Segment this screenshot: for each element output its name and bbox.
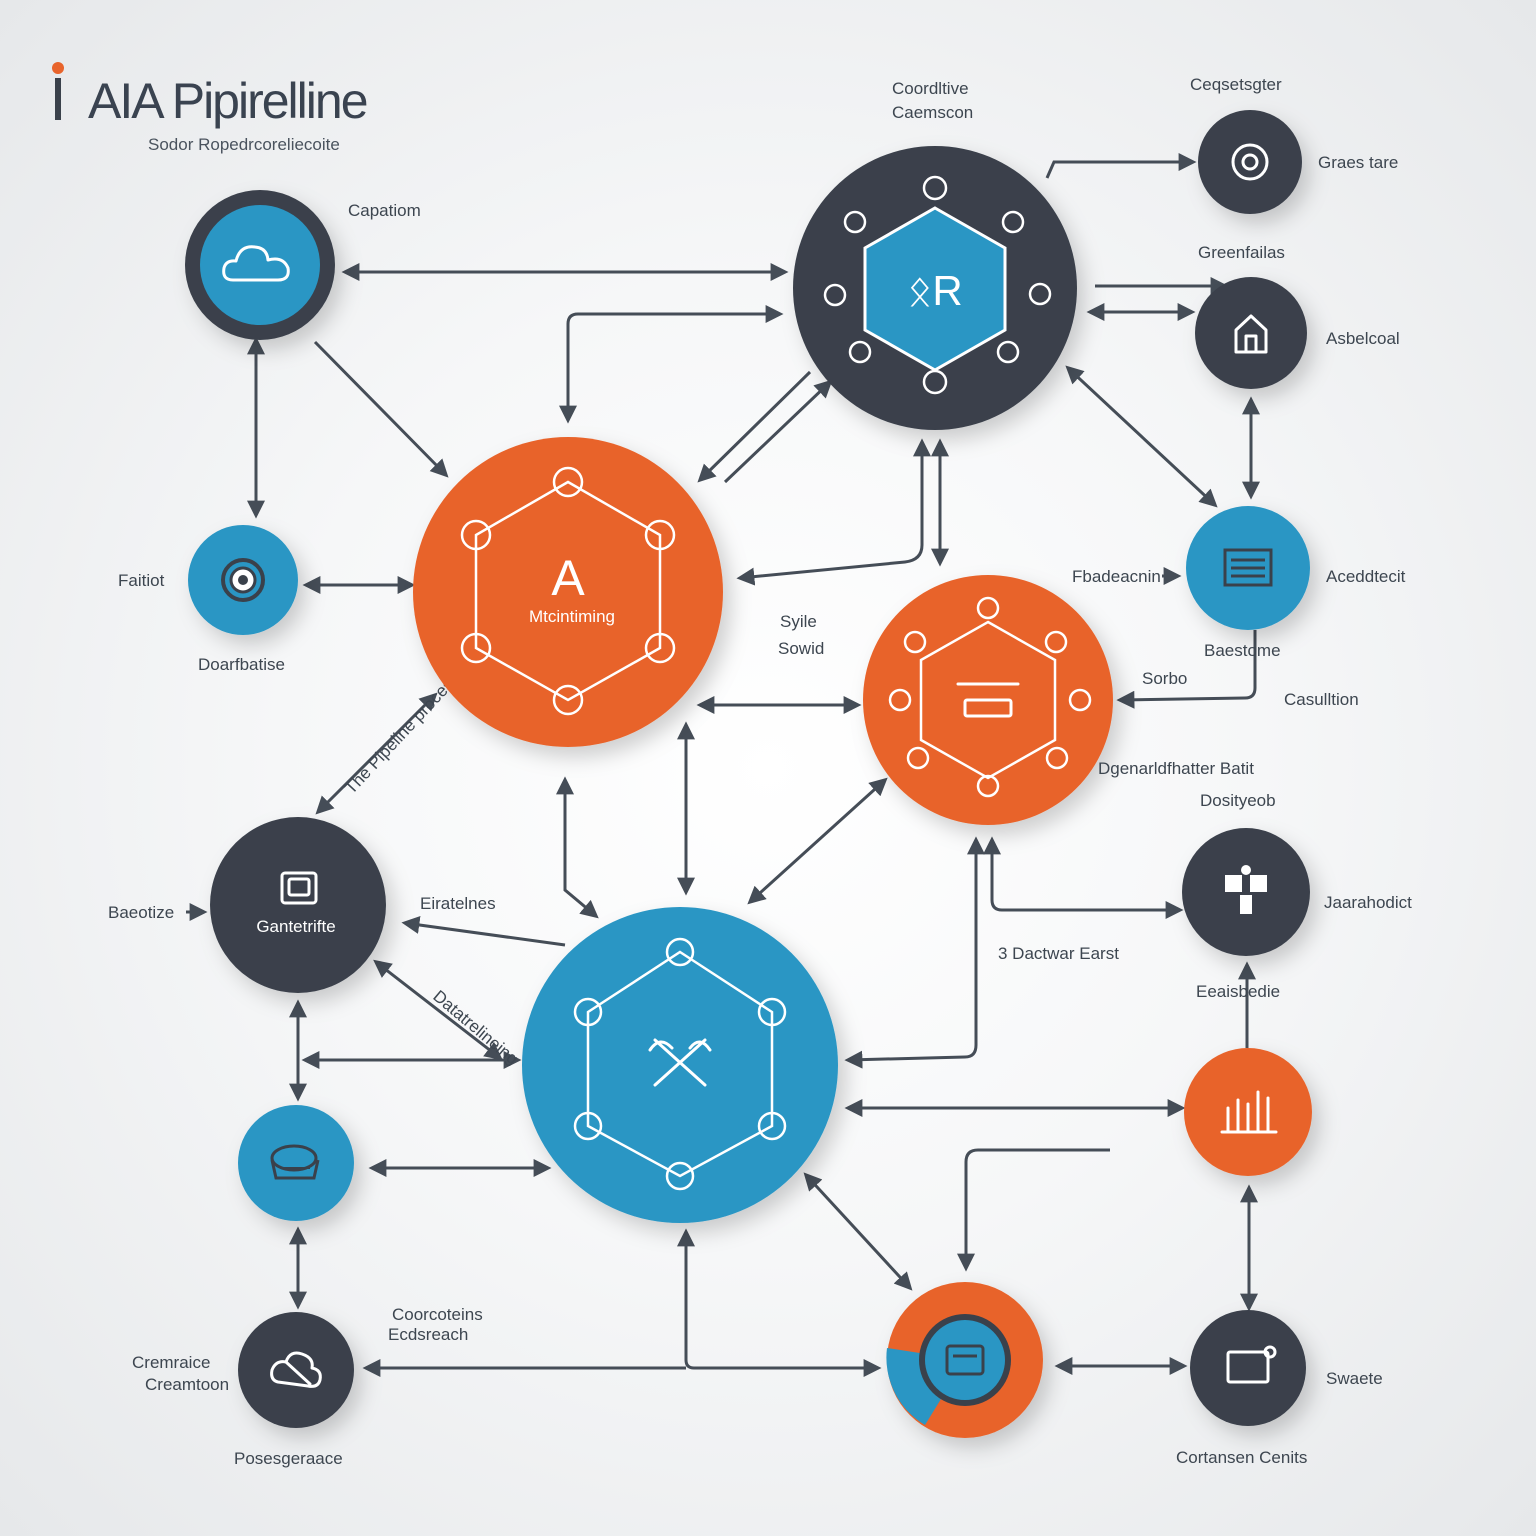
house-icon [1234, 314, 1268, 354]
hub-blue-bottom[interactable] [522, 907, 838, 1223]
label: Baeotize [108, 903, 174, 922]
connector [559, 305, 784, 424]
monitor-icon [1226, 1345, 1277, 1384]
label: Faitiot [118, 571, 165, 590]
connector [1065, 365, 1218, 508]
connector [556, 776, 599, 919]
label: Jaarahodict [1324, 893, 1412, 912]
basket-icon [270, 1144, 320, 1180]
label: Posesgeraace [234, 1449, 343, 1468]
logo-bar [55, 78, 61, 120]
node-target[interactable] [188, 525, 298, 635]
node-house[interactable] [1195, 277, 1307, 389]
connector [957, 1148, 1110, 1272]
label: Capatiom [348, 201, 421, 220]
hub-navy-top[interactable]: ᛟR [793, 146, 1077, 430]
label: Swaete [1326, 1369, 1383, 1388]
node-box[interactable]: Gantetrifte [210, 817, 386, 993]
hub-letters: ᛟR [907, 267, 963, 314]
labels: Capatiom Faitiot Doarfbatise Baeotize Ei… [108, 75, 1412, 1468]
cloud-icon [222, 245, 290, 282]
label: Asbelcoal [1326, 329, 1400, 348]
screen-icon [945, 1344, 985, 1376]
label: Sorbo [1142, 669, 1187, 688]
connector [401, 916, 566, 947]
node-cloud[interactable] [185, 190, 335, 340]
label: Cortansen Cenits [1176, 1448, 1307, 1467]
label: Doarfbatise [198, 655, 285, 674]
node-basket[interactable] [238, 1105, 354, 1221]
node-monitor[interactable] [1190, 1310, 1306, 1426]
node-screen[interactable] [886, 1282, 1043, 1438]
node-caption: Gantetrifte [256, 917, 335, 936]
label: Creamtoon [145, 1375, 229, 1394]
connector [723, 379, 833, 484]
connector [1045, 153, 1197, 179]
label: Coordltive [892, 79, 969, 98]
connector [315, 692, 438, 815]
label: Dosityeob [1200, 791, 1276, 810]
connector [697, 370, 812, 483]
label: Greenfailas [1198, 243, 1285, 262]
connector [1116, 630, 1257, 709]
document-icon [1223, 548, 1273, 587]
arrow-caption: Datatrelineing [429, 987, 522, 1069]
label: Coorcoteins [392, 1305, 483, 1324]
label: Eeaisbedie [1196, 982, 1280, 1001]
bar-chart-icon [1220, 1090, 1278, 1134]
target-icon [221, 558, 265, 602]
logo-dot [52, 62, 64, 74]
label: Syile [780, 612, 817, 631]
label: Fbadeacnin [1072, 567, 1161, 586]
label: Dgenarldfhatter Batit [1098, 759, 1254, 778]
hub-caption: Mtcintiming [529, 607, 615, 626]
node-document[interactable] [1186, 506, 1310, 630]
label: Baestome [1204, 641, 1281, 660]
connector [983, 836, 1184, 919]
node-gear[interactable] [1198, 110, 1302, 214]
tools-icon [648, 1038, 712, 1087]
label: Ecdsreach [388, 1325, 468, 1344]
server-icon [956, 682, 1020, 718]
connector [844, 836, 985, 1069]
label: Aceddtecit [1326, 567, 1406, 586]
label: Caemscon [892, 103, 973, 122]
box-icon [280, 871, 318, 905]
label: Sowid [778, 639, 824, 658]
hub-orange-right[interactable] [863, 575, 1113, 825]
label: Eiratelnes [420, 894, 496, 913]
cloud-x-icon [270, 1351, 322, 1388]
connector [677, 1228, 882, 1377]
node-bar-chart[interactable] [1184, 1048, 1312, 1176]
hub-letter: A [551, 550, 585, 606]
label: Cremraice [132, 1353, 210, 1372]
satellite-nodes [823, 175, 1052, 395]
connector [313, 340, 449, 478]
node-cloud-cross[interactable] [238, 1312, 354, 1428]
connector [736, 438, 931, 586]
label: Ceqsetsgter [1190, 75, 1282, 94]
label: Graes tare [1318, 153, 1398, 172]
header: AIA Pipirelline Sodor Ropedrcoreliecoite [52, 62, 369, 154]
connector [803, 1172, 913, 1291]
connector [747, 777, 888, 905]
page-title: AIA Pipirelline [88, 73, 367, 129]
node-puzzle[interactable] [1182, 828, 1310, 956]
hub-orange-main[interactable]: A Mtcintiming [413, 437, 723, 747]
page-subtitle: Sodor Ropedrcoreliecoite [148, 135, 340, 154]
gear-icon [1231, 143, 1269, 181]
puzzle-icon [1225, 865, 1267, 914]
connector [373, 959, 503, 1061]
connectors [186, 153, 1260, 1377]
label: Casulltion [1284, 690, 1359, 709]
label: 3 Dactwar Earst [998, 944, 1119, 963]
hexagon-network-icon [460, 466, 676, 716]
